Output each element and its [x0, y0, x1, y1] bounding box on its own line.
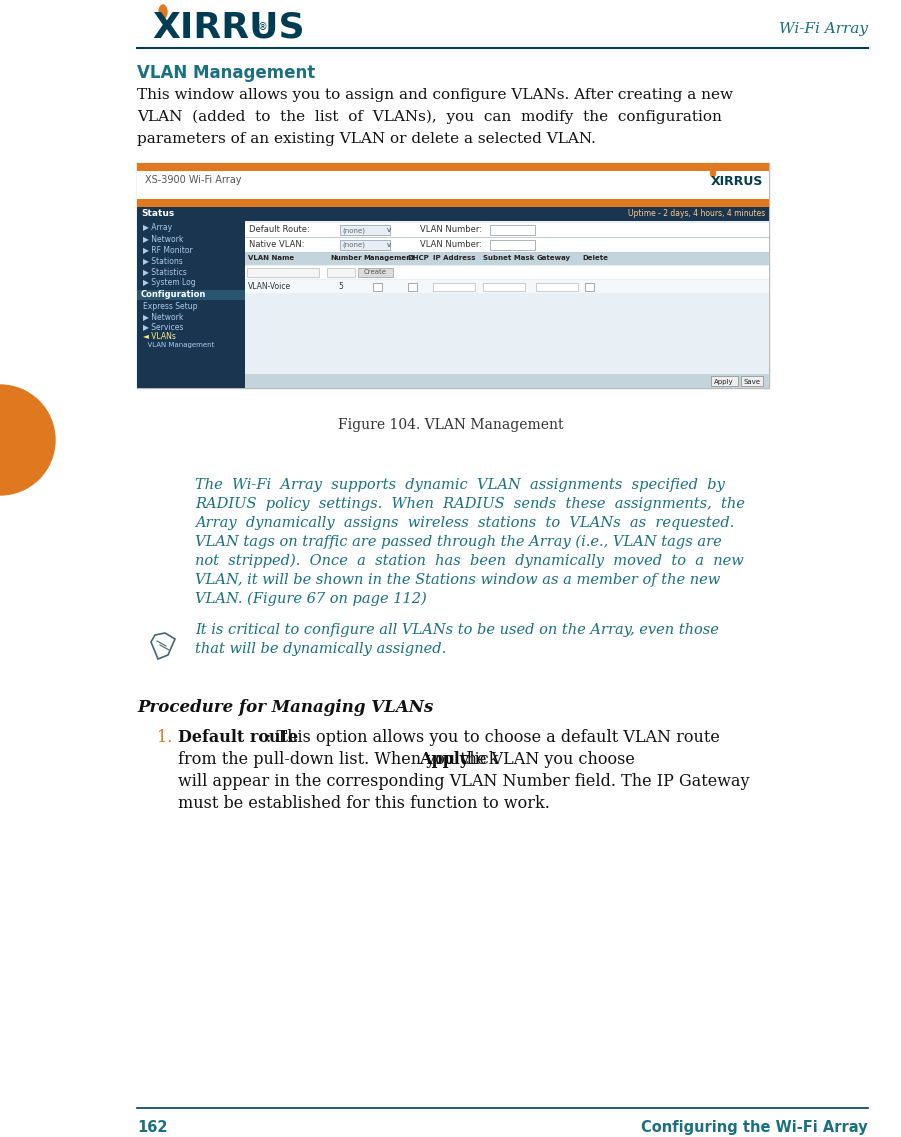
Text: VLAN, it will be shown in the Stations window as a member of the new: VLAN, it will be shown in the Stations w…: [195, 573, 720, 587]
Text: 1.: 1.: [157, 729, 172, 746]
Text: not  stripped).  Once  a  station  has  been  dynamically  moved  to  a  new: not stripped). Once a station has been d…: [195, 554, 743, 568]
Text: RADIUS  policy  settings.  When  RADIUS  sends  these  assignments,  the: RADIUS policy settings. When RADIUS send…: [195, 497, 745, 511]
Bar: [245, 221, 769, 388]
Text: Procedure for Managing VLANs: Procedure for Managing VLANs: [137, 699, 433, 716]
Text: IP Address: IP Address: [433, 255, 476, 262]
Text: (none): (none): [342, 242, 365, 249]
Bar: [137, 207, 245, 388]
Text: (none): (none): [342, 227, 365, 233]
Text: VLAN. (Figure 67 on page 112): VLAN. (Figure 67 on page 112): [195, 592, 427, 606]
Text: ▶ RF Monitor: ▶ RF Monitor: [143, 244, 193, 254]
Bar: [137, 171, 769, 199]
Bar: [373, 283, 382, 291]
Text: It is critical to configure all VLANs to be used on the Array, even those: It is critical to configure all VLANs to…: [195, 623, 719, 637]
Circle shape: [0, 385, 55, 495]
Text: Default Route:: Default Route:: [249, 225, 310, 234]
Text: VLAN Management: VLAN Management: [143, 342, 214, 348]
Bar: [483, 283, 525, 291]
Text: The  Wi-Fi  Array  supports  dynamic  VLAN  assignments  specified  by: The Wi-Fi Array supports dynamic VLAN as…: [195, 478, 725, 492]
Text: ▶ System Log: ▶ System Log: [143, 279, 196, 287]
Text: ▶ Network: ▶ Network: [143, 312, 184, 321]
Text: Number: Number: [330, 255, 361, 262]
Bar: [245, 223, 769, 236]
Text: ▶ Services: ▶ Services: [143, 322, 184, 331]
Text: Apply: Apply: [419, 752, 469, 767]
Text: Native VLAN:: Native VLAN:: [249, 240, 305, 249]
Ellipse shape: [159, 5, 167, 19]
Bar: [408, 283, 417, 291]
Text: Express Setup: Express Setup: [143, 302, 197, 312]
Text: v: v: [387, 242, 391, 248]
Text: VLAN  (added  to  the  list  of  VLANs),  you  can  modify  the  configuration: VLAN (added to the list of VLANs), you c…: [137, 110, 722, 124]
Bar: [741, 376, 763, 385]
Bar: [358, 268, 393, 277]
Text: ◄ VLANs: ◄ VLANs: [143, 332, 176, 341]
Text: Array  dynamically  assigns  wireless  stations  to  VLANs  as  requested.: Array dynamically assigns wireless stati…: [195, 516, 734, 530]
Bar: [137, 207, 769, 221]
Bar: [137, 290, 245, 300]
Bar: [137, 163, 769, 171]
Bar: [490, 225, 535, 235]
Text: Wi-Fi Array: Wi-Fi Array: [779, 22, 868, 36]
Text: VLAN Management: VLAN Management: [137, 64, 315, 82]
Text: ®: ®: [258, 22, 268, 32]
Text: Management: Management: [363, 255, 414, 262]
Text: Configuring the Wi-Fi Array: Configuring the Wi-Fi Array: [642, 1120, 868, 1135]
Bar: [327, 268, 355, 277]
Text: ▶ Array: ▶ Array: [143, 223, 172, 232]
Text: XS-3900 Wi-Fi Array: XS-3900 Wi-Fi Array: [145, 175, 241, 185]
Bar: [585, 283, 594, 291]
Text: 162: 162: [137, 1120, 168, 1135]
Text: VLAN tags on traffic are passed through the Array (i.e., VLAN tags are: VLAN tags on traffic are passed through …: [195, 536, 722, 549]
Text: VLAN Number:: VLAN Number:: [420, 240, 482, 249]
Bar: [247, 268, 319, 277]
Text: DHCP: DHCP: [407, 255, 429, 262]
Text: Figure 104. VLAN Management: Figure 104. VLAN Management: [338, 418, 564, 432]
Text: VLAN-Voice: VLAN-Voice: [248, 282, 291, 291]
Text: v: v: [387, 227, 391, 233]
Bar: [245, 374, 769, 388]
Bar: [433, 283, 475, 291]
Text: from the pull-down list. When you click: from the pull-down list. When you click: [178, 752, 504, 767]
Text: the VLAN you choose: the VLAN you choose: [455, 752, 635, 767]
Text: ▶ Stations: ▶ Stations: [143, 256, 183, 265]
Text: Apply: Apply: [714, 379, 733, 385]
Text: ▶ Network: ▶ Network: [143, 234, 184, 243]
Text: Subnet Mask: Subnet Mask: [483, 255, 534, 262]
Ellipse shape: [711, 169, 715, 177]
Text: parameters of an existing VLAN or delete a selected VLAN.: parameters of an existing VLAN or delete…: [137, 132, 596, 146]
Text: will appear in the corresponding VLAN Number field. The IP Gateway: will appear in the corresponding VLAN Nu…: [178, 773, 750, 790]
Bar: [245, 254, 769, 265]
Text: ▶ Statistics: ▶ Statistics: [143, 267, 187, 276]
Bar: [245, 280, 769, 293]
Text: Default route: Default route: [178, 729, 298, 746]
Text: : This option allows you to choose a default VLAN route: : This option allows you to choose a def…: [266, 729, 720, 746]
Text: that will be dynamically assigned.: that will be dynamically assigned.: [195, 642, 446, 656]
Text: VLAN Name: VLAN Name: [248, 255, 294, 262]
Bar: [340, 225, 390, 235]
Text: Save: Save: [743, 379, 760, 385]
Text: VLAN Number:: VLAN Number:: [420, 225, 482, 234]
Text: Gateway: Gateway: [537, 255, 571, 262]
Text: XIRRUS: XIRRUS: [711, 175, 763, 188]
Text: must be established for this function to work.: must be established for this function to…: [178, 795, 550, 812]
Bar: [536, 283, 578, 291]
Bar: [137, 163, 769, 388]
Text: Create: Create: [363, 269, 387, 275]
Text: Uptime - 2 days, 4 hours, 4 minutes: Uptime - 2 days, 4 hours, 4 minutes: [628, 209, 765, 218]
Text: Delete: Delete: [582, 255, 608, 262]
Text: Status: Status: [141, 209, 174, 218]
Text: This window allows you to assign and configure VLANs. After creating a new: This window allows you to assign and con…: [137, 88, 733, 102]
Text: Configuration: Configuration: [141, 290, 206, 299]
Bar: [711, 376, 738, 385]
Bar: [340, 240, 390, 250]
Bar: [245, 266, 769, 279]
Bar: [490, 240, 535, 250]
Bar: [137, 199, 769, 207]
Text: XIRRUS: XIRRUS: [152, 11, 305, 45]
Text: 5: 5: [338, 282, 343, 291]
Bar: [245, 238, 769, 252]
Bar: [245, 221, 769, 388]
